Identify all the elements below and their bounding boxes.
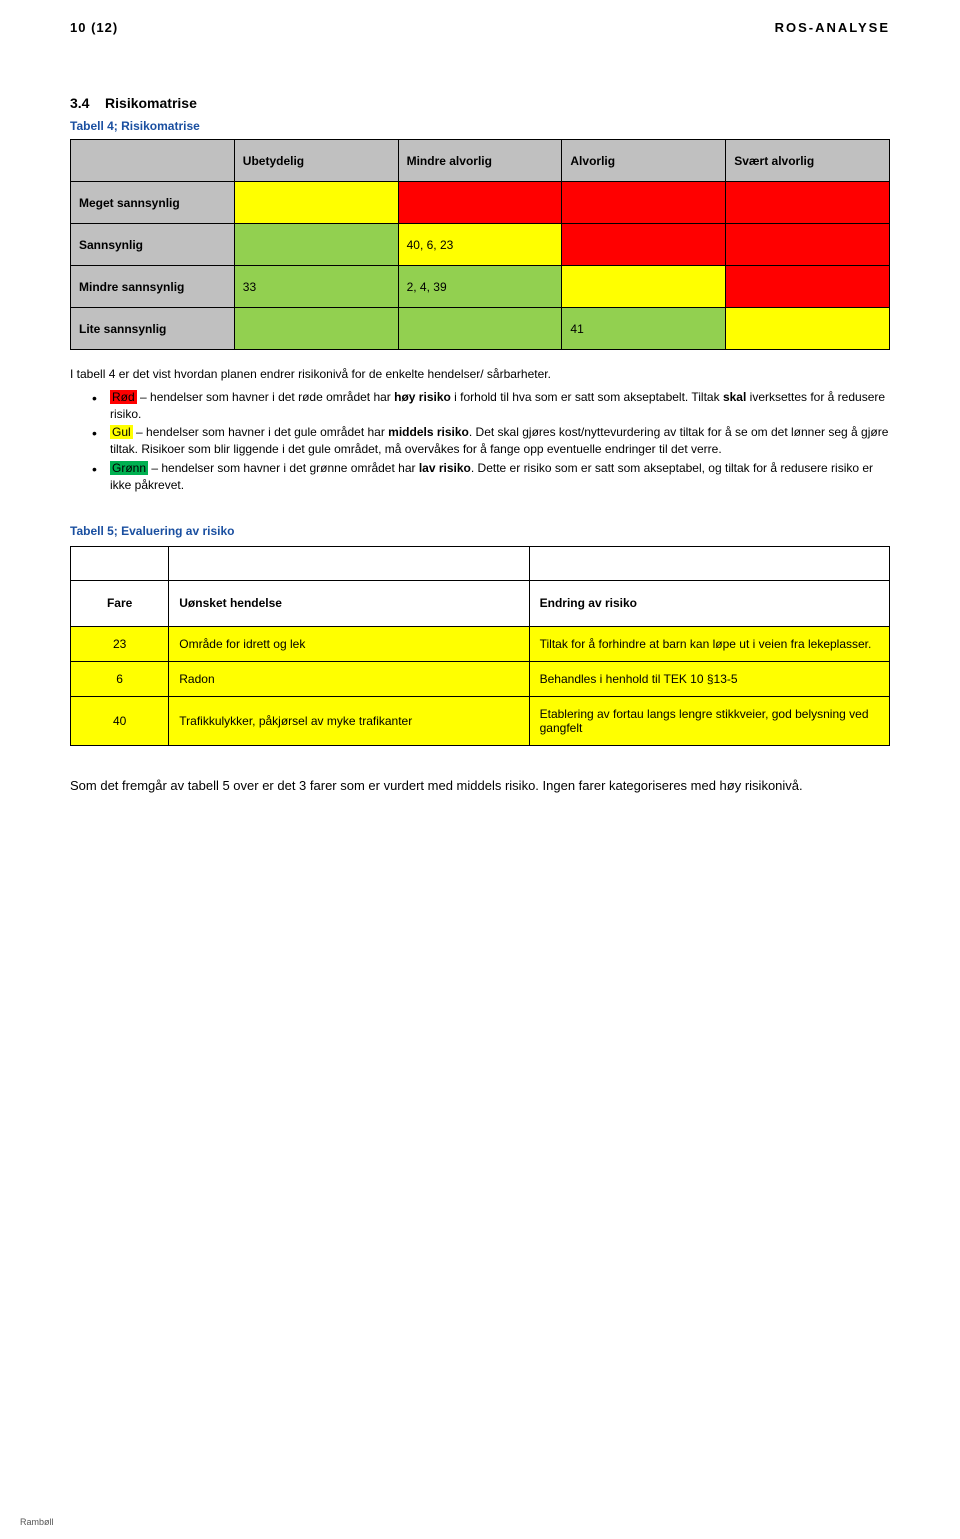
matrix-cell bbox=[726, 182, 890, 224]
eval-fare: 23 bbox=[71, 626, 169, 661]
matrix-cell bbox=[726, 308, 890, 350]
matrix-cell bbox=[726, 224, 890, 266]
eval-row: 23Område for idrett og lekTiltak for å f… bbox=[71, 626, 890, 661]
risk-legend-list: Rød – hendelser som havner i det røde om… bbox=[70, 389, 890, 494]
risk-matrix-table: Ubetydelig Mindre alvorlig Alvorlig Svær… bbox=[70, 139, 890, 350]
matrix-cell bbox=[234, 182, 398, 224]
footer-company: Rambøll bbox=[20, 1517, 54, 1527]
matrix-header-row: Ubetydelig Mindre alvorlig Alvorlig Svær… bbox=[71, 140, 890, 182]
matrix-cell: 2, 4, 39 bbox=[398, 266, 562, 308]
page-header-right: ROS-ANALYSE bbox=[775, 20, 890, 35]
legend-red: Rød – hendelser som havner i det røde om… bbox=[110, 389, 890, 423]
section-number: 3.4 bbox=[70, 95, 89, 111]
matrix-cell bbox=[234, 224, 398, 266]
matrix-cell: 40, 6, 23 bbox=[398, 224, 562, 266]
matrix-corner bbox=[71, 140, 235, 182]
eval-endring: Behandles i henhold til TEK 10 §13-5 bbox=[529, 661, 889, 696]
matrix-cell bbox=[726, 266, 890, 308]
intro-paragraph: I tabell 4 er det vist hvordan planen en… bbox=[70, 366, 890, 383]
section-heading: 3.4 Risikomatrise bbox=[70, 95, 890, 111]
matrix-row: Sannsynlig 40, 6, 23 bbox=[71, 224, 890, 266]
matrix-cell bbox=[234, 308, 398, 350]
eval-hendelse: Trafikkulykker, påkjørsel av myke trafik… bbox=[169, 696, 529, 745]
legend-green: Grønn – hendelser som havner i det grønn… bbox=[110, 460, 890, 494]
risk-evaluation-table: Fare Uønsket hendelse Endring av risiko … bbox=[70, 546, 890, 746]
matrix-row: Meget sannsynlig bbox=[71, 182, 890, 224]
table5-caption: Tabell 5; Evaluering av risiko bbox=[70, 524, 890, 538]
legend-yellow-label: Gul bbox=[110, 425, 133, 439]
matrix-cell bbox=[562, 224, 726, 266]
matrix-cell: 33 bbox=[234, 266, 398, 308]
page-header: 10 (12) ROS-ANALYSE bbox=[70, 20, 890, 35]
matrix-row-label: Lite sannsynlig bbox=[71, 308, 235, 350]
matrix-cell bbox=[562, 266, 726, 308]
eval-endring: Etablering av fortau langs lengre stikkv… bbox=[529, 696, 889, 745]
eval-endring: Tiltak for å forhindre at barn kan løpe … bbox=[529, 626, 889, 661]
matrix-row: Lite sannsynlig 41 bbox=[71, 308, 890, 350]
matrix-cell bbox=[562, 182, 726, 224]
table4-caption: Tabell 4; Risikomatrise bbox=[70, 119, 890, 133]
legend-yellow: Gul – hendelser som havner i det gule om… bbox=[110, 424, 890, 458]
legend-green-label: Grønn bbox=[110, 461, 148, 475]
matrix-row-label: Sannsynlig bbox=[71, 224, 235, 266]
eval-row: 6RadonBehandles i henhold til TEK 10 §13… bbox=[71, 661, 890, 696]
col-fare: Fare bbox=[71, 580, 169, 626]
page-number-left: 10 (12) bbox=[70, 20, 118, 35]
matrix-row-label: Mindre sannsynlig bbox=[71, 266, 235, 308]
section-title: Risikomatrise bbox=[105, 95, 197, 111]
closing-paragraph: Som det fremgår av tabell 5 over er det … bbox=[70, 776, 890, 796]
col-hendelse: Uønsket hendelse bbox=[169, 580, 529, 626]
eval-hendelse: Radon bbox=[169, 661, 529, 696]
col-mindre-alvorlig: Mindre alvorlig bbox=[398, 140, 562, 182]
eval-row: 40Trafikkulykker, påkjørsel av myke traf… bbox=[71, 696, 890, 745]
matrix-cell bbox=[398, 308, 562, 350]
matrix-cell: 41 bbox=[562, 308, 726, 350]
matrix-row-label: Meget sannsynlig bbox=[71, 182, 235, 224]
col-alvorlig: Alvorlig bbox=[562, 140, 726, 182]
eval-hendelse: Område for idrett og lek bbox=[169, 626, 529, 661]
eval-fare: 6 bbox=[71, 661, 169, 696]
legend-red-label: Rød bbox=[110, 390, 137, 404]
eval-fare: 40 bbox=[71, 696, 169, 745]
eval-header-row: Fare Uønsket hendelse Endring av risiko bbox=[71, 580, 890, 626]
matrix-cell bbox=[398, 182, 562, 224]
col-svaert-alvorlig: Svært alvorlig bbox=[726, 140, 890, 182]
matrix-row: Mindre sannsynlig332, 4, 39 bbox=[71, 266, 890, 308]
col-ubetydelig: Ubetydelig bbox=[234, 140, 398, 182]
eval-spacer-row bbox=[71, 546, 890, 580]
col-endring: Endring av risiko bbox=[529, 580, 889, 626]
